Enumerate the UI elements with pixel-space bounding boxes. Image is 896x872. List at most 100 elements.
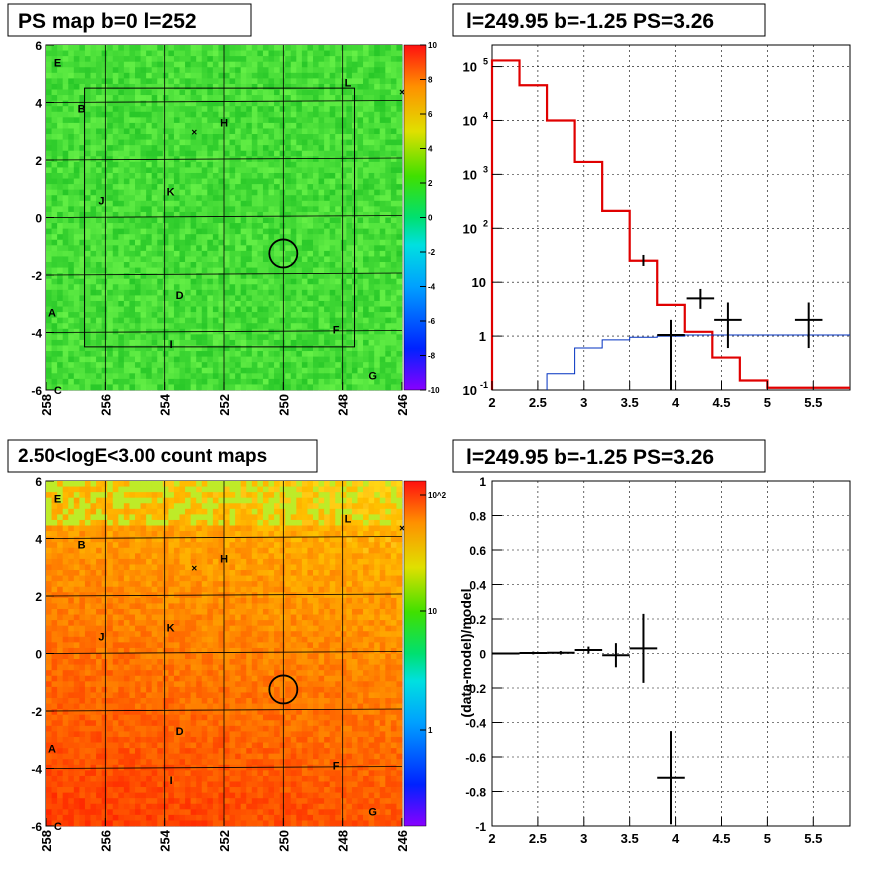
map-pixel bbox=[51, 156, 58, 163]
map-pixel bbox=[168, 553, 175, 560]
map-pixel bbox=[235, 228, 241, 235]
map-pixel bbox=[207, 339, 214, 346]
map-pixel bbox=[257, 317, 264, 324]
map-pixel bbox=[301, 356, 308, 363]
map-pixel bbox=[329, 508, 336, 515]
map-pixel bbox=[257, 508, 264, 515]
map-pixel bbox=[118, 72, 125, 79]
map-pixel bbox=[218, 553, 225, 560]
map-pixel bbox=[190, 167, 197, 174]
map-pixel bbox=[346, 295, 353, 302]
map-pixel bbox=[224, 206, 230, 213]
map-pixel bbox=[251, 161, 258, 168]
map-pixel bbox=[162, 78, 169, 85]
map-pixel bbox=[274, 100, 280, 107]
map-pixel bbox=[329, 239, 336, 246]
map-pixel bbox=[285, 273, 292, 280]
map-pixel bbox=[307, 245, 314, 252]
map-pixel bbox=[196, 50, 203, 57]
map-pixel bbox=[379, 161, 386, 168]
map-pixel bbox=[363, 89, 369, 96]
map-pixel bbox=[340, 351, 347, 357]
map-pixel bbox=[224, 531, 230, 537]
map-pixel bbox=[390, 284, 397, 291]
map-pixel bbox=[351, 67, 358, 74]
map-pixel bbox=[73, 167, 80, 174]
map-pixel bbox=[201, 228, 208, 235]
map-pixel bbox=[257, 503, 264, 510]
map-pixel bbox=[218, 362, 225, 369]
map-pixel bbox=[201, 150, 208, 157]
map-pixel bbox=[157, 547, 164, 554]
map-pixel bbox=[196, 323, 203, 330]
map-pixel bbox=[257, 262, 264, 268]
map-pixel bbox=[318, 481, 325, 487]
map-pixel bbox=[157, 508, 164, 515]
map-pixel bbox=[274, 384, 280, 391]
map-pixel bbox=[290, 536, 297, 543]
map-pixel bbox=[301, 514, 308, 521]
map-pixel bbox=[246, 273, 253, 280]
map-pixel bbox=[307, 250, 314, 257]
map-pixel bbox=[262, 189, 269, 196]
map-pixel bbox=[185, 100, 191, 107]
map-pixel bbox=[240, 356, 247, 363]
map-pixel bbox=[340, 206, 347, 213]
map-pixel bbox=[112, 45, 119, 51]
map-pixel bbox=[129, 234, 136, 241]
map-pixel bbox=[101, 334, 108, 341]
map-pixel bbox=[346, 317, 353, 324]
map-pixel bbox=[313, 117, 319, 124]
map-pixel bbox=[290, 542, 297, 549]
map-pixel bbox=[268, 78, 275, 85]
map-pixel bbox=[318, 106, 325, 113]
map-pixel bbox=[307, 83, 314, 90]
map-pixel bbox=[224, 72, 230, 79]
map-pixel bbox=[190, 195, 197, 202]
map-pixel bbox=[363, 503, 369, 510]
map-pixel bbox=[262, 542, 269, 549]
map-pixel bbox=[129, 195, 136, 202]
map-pixel bbox=[68, 273, 75, 280]
map-pixel bbox=[246, 323, 253, 330]
map-pixel bbox=[318, 514, 325, 521]
map-pixel bbox=[340, 317, 347, 324]
map-pixel bbox=[262, 145, 269, 152]
map-pixel bbox=[73, 525, 80, 532]
map-pixel bbox=[329, 206, 336, 213]
map-pixel bbox=[390, 536, 397, 543]
map-pixel bbox=[62, 67, 69, 74]
map-pixel bbox=[379, 262, 386, 268]
map-pixel bbox=[84, 492, 91, 498]
map-pixel bbox=[296, 317, 303, 324]
map-pixel bbox=[357, 486, 364, 493]
map-pixel bbox=[123, 228, 130, 235]
map-pixel bbox=[196, 492, 203, 498]
map-pixel bbox=[212, 189, 219, 196]
map-pixel bbox=[168, 317, 175, 324]
map-pixel bbox=[313, 519, 319, 526]
map-pixel bbox=[123, 223, 130, 229]
map-pixel bbox=[224, 351, 230, 357]
map-pixel bbox=[246, 128, 253, 135]
map-pixel bbox=[162, 481, 169, 487]
map-pixel bbox=[173, 206, 180, 213]
map-pixel bbox=[129, 172, 136, 179]
map-pixel bbox=[363, 542, 369, 549]
map-pixel bbox=[185, 211, 191, 218]
map-pixel bbox=[168, 278, 175, 285]
map-pixel bbox=[324, 67, 330, 74]
map-pixel bbox=[318, 334, 325, 341]
map-pixel bbox=[84, 289, 91, 296]
map-pixel bbox=[363, 117, 369, 124]
map-pixel bbox=[179, 72, 186, 79]
map-pixel bbox=[157, 486, 164, 493]
map-pixel bbox=[140, 525, 147, 532]
map-pixel bbox=[257, 525, 264, 532]
map-pixel bbox=[57, 217, 63, 224]
map-pixel bbox=[90, 245, 97, 252]
y-tick-label: 6 bbox=[35, 39, 42, 53]
map-pixel bbox=[335, 284, 342, 291]
map-pixel bbox=[251, 295, 258, 302]
map-pixel bbox=[151, 250, 158, 257]
